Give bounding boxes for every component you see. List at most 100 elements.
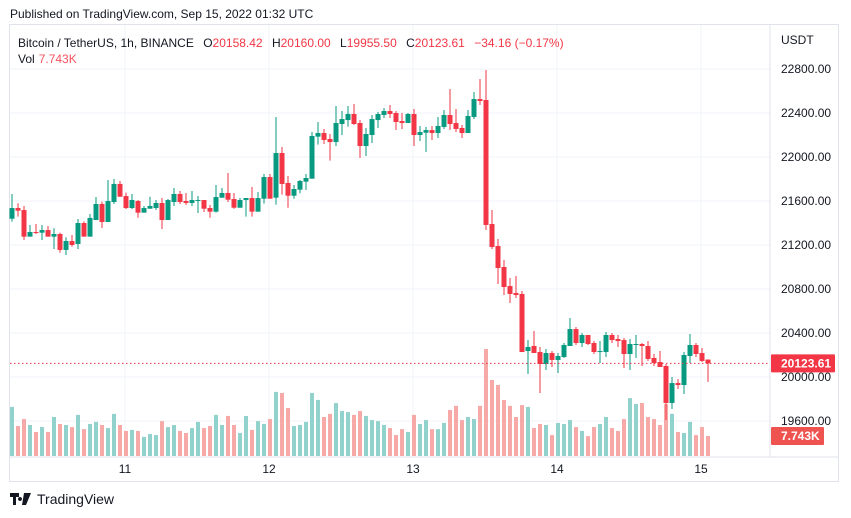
candle-body — [633, 344, 639, 345]
volume-bar — [478, 405, 482, 456]
high-value: 20160.00 — [280, 36, 331, 50]
volume-bar — [100, 424, 104, 456]
symbol-title[interactable]: Bitcoin / TetherUS, 1h, BINANCE — [18, 36, 194, 50]
volume-bar — [622, 419, 626, 456]
volume-bar — [538, 423, 542, 456]
volume-bar — [658, 424, 662, 456]
volume-bar — [610, 428, 614, 456]
candle-body — [621, 340, 627, 355]
volume-bar — [340, 411, 344, 456]
volume-bar — [568, 420, 572, 456]
close-label: C — [406, 36, 415, 50]
volume-bar — [496, 384, 500, 456]
candle-body — [315, 133, 321, 137]
volume-bar — [514, 416, 518, 456]
symbol-legend: Bitcoin / TetherUS, 1h, BINANCE O20158.4… — [18, 35, 564, 52]
volume-bar — [154, 435, 158, 456]
volume-bar — [484, 349, 488, 456]
candle-body — [147, 205, 153, 209]
price-tick-label: 22800.00 — [781, 62, 831, 76]
volume-bar — [316, 399, 320, 456]
tradingview-logo-icon — [10, 493, 31, 505]
candle-body — [111, 183, 117, 202]
volume-bar — [502, 399, 506, 456]
volume-bar — [382, 424, 386, 456]
candle-body — [81, 223, 87, 237]
volume-bar — [406, 431, 410, 456]
last-price-text: 20123.61 — [781, 356, 831, 370]
candle-body — [69, 241, 75, 245]
tradingview-logo[interactable]: TradingView — [10, 491, 114, 507]
candle-body — [387, 111, 393, 114]
price-tick-label: 21200.00 — [781, 238, 831, 252]
candle-body — [39, 230, 45, 233]
candle-body — [603, 334, 609, 353]
volume-bar — [448, 410, 452, 456]
candle-body — [219, 192, 225, 198]
price-tick-label: 19600.00 — [781, 414, 831, 428]
volume-bar — [424, 420, 428, 456]
candle-body — [93, 203, 99, 221]
candle-body — [369, 119, 375, 135]
chart-frame — [9, 24, 839, 482]
volume-bar — [106, 428, 110, 456]
volume-bar — [82, 429, 86, 456]
candle-body — [639, 344, 645, 346]
volume-bar — [508, 405, 512, 456]
candle-body — [105, 201, 111, 223]
candle-body — [201, 200, 207, 209]
candle-body — [165, 200, 171, 221]
price-tick-label: 22000.00 — [781, 150, 831, 164]
candle-body — [291, 189, 297, 196]
volume-bar — [76, 414, 80, 456]
candle-body — [87, 217, 93, 237]
volume-bar — [694, 435, 698, 456]
candle-body — [75, 223, 81, 245]
volume-bar — [586, 436, 590, 456]
volume-bar — [580, 430, 584, 456]
volume-bar — [268, 419, 272, 456]
volume-bar — [22, 419, 26, 456]
candle-body — [537, 352, 543, 365]
candle-body — [45, 230, 51, 237]
volume-bar — [70, 427, 74, 456]
candle-body — [399, 121, 405, 124]
volume-bar — [646, 416, 650, 456]
volume-bar — [244, 415, 248, 456]
volume-bar — [700, 427, 704, 456]
candle-body — [483, 100, 489, 225]
volume-bar — [556, 422, 560, 456]
candle-body — [231, 199, 237, 208]
candle-body — [609, 334, 615, 341]
candle-body — [681, 355, 687, 386]
volume-bar — [118, 424, 122, 456]
candle-body — [459, 127, 465, 134]
volume-bar — [634, 404, 638, 456]
candle-body — [393, 113, 399, 123]
price-tick-label: 20800.00 — [781, 282, 831, 296]
candle-body — [411, 113, 417, 135]
candle-body — [363, 134, 369, 146]
volume-bar — [322, 416, 326, 456]
volume-bar — [220, 424, 224, 456]
candle-body — [453, 123, 459, 129]
candle-body — [423, 130, 429, 133]
volume-bar — [16, 426, 20, 456]
volume-bar — [226, 415, 230, 456]
volume-bar — [214, 414, 218, 456]
volume-bar — [640, 403, 644, 456]
open-value: 20158.42 — [212, 36, 263, 50]
candle-body — [591, 343, 597, 353]
volume-bar — [388, 428, 392, 456]
volume-bar — [34, 431, 38, 456]
volume-bar — [286, 407, 290, 456]
candle-body — [249, 198, 255, 212]
low-label: L — [340, 36, 347, 50]
candle-body — [645, 345, 651, 359]
candle-body — [381, 111, 387, 115]
volume-bar — [472, 419, 476, 456]
volume-bar — [688, 421, 692, 456]
volume-bar — [670, 413, 674, 456]
volume-label[interactable]: Vol — [18, 52, 35, 66]
